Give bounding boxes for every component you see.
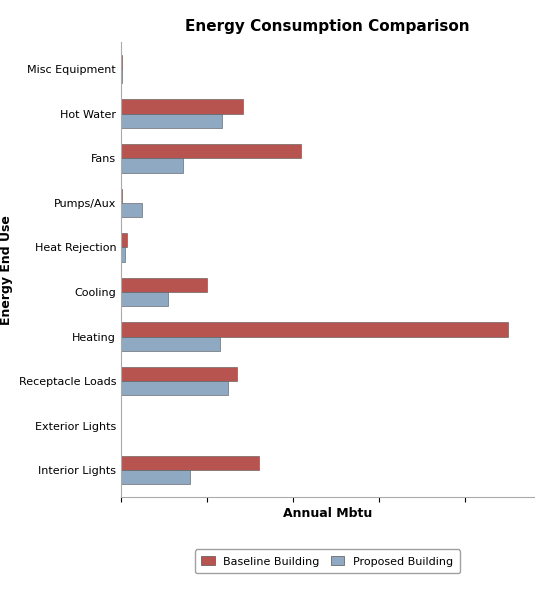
Bar: [121, 456, 258, 470]
Bar: [121, 367, 237, 381]
Bar: [121, 69, 122, 84]
Bar: [121, 278, 207, 292]
Bar: [121, 188, 122, 203]
Bar: [121, 247, 125, 262]
Bar: [121, 381, 228, 395]
Title: Energy Consumption Comparison: Energy Consumption Comparison: [185, 19, 470, 35]
Bar: [121, 158, 183, 173]
Bar: [121, 99, 244, 114]
X-axis label: Annual Mbtu: Annual Mbtu: [283, 507, 372, 521]
Bar: [121, 114, 222, 128]
Bar: [121, 292, 168, 306]
Bar: [121, 233, 128, 247]
Bar: [121, 55, 122, 69]
Bar: [121, 322, 508, 336]
Bar: [121, 336, 220, 351]
Bar: [121, 203, 142, 217]
Y-axis label: Energy End Use: Energy End Use: [0, 215, 13, 325]
Legend: Baseline Building, Proposed Building: Baseline Building, Proposed Building: [195, 550, 460, 573]
Bar: [121, 144, 301, 158]
Bar: [121, 470, 190, 484]
